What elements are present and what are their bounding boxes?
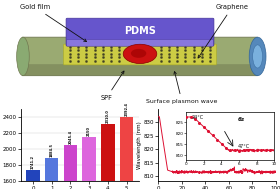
FancyBboxPatch shape <box>67 40 213 46</box>
Text: 47°C: 47°C <box>237 144 249 149</box>
Bar <box>64 145 77 189</box>
Bar <box>82 137 96 189</box>
Y-axis label: Wavelength (nm): Wavelength (nm) <box>137 121 142 169</box>
Text: 2392.4: 2392.4 <box>125 102 129 116</box>
FancyBboxPatch shape <box>66 18 214 46</box>
FancyBboxPatch shape <box>64 44 216 65</box>
Ellipse shape <box>17 37 29 76</box>
Ellipse shape <box>123 44 157 64</box>
Text: 2310.0: 2310.0 <box>106 109 110 123</box>
Text: 6s: 6s <box>237 117 244 122</box>
Text: 2045.4: 2045.4 <box>68 130 73 144</box>
Text: 1741.2: 1741.2 <box>31 155 35 169</box>
FancyBboxPatch shape <box>22 37 258 76</box>
Text: Surface plasmon wave: Surface plasmon wave <box>146 72 218 104</box>
Text: Gold film: Gold film <box>20 4 87 42</box>
Text: 24°C: 24°C <box>192 115 204 120</box>
Bar <box>45 158 59 189</box>
Text: SPF: SPF <box>101 71 124 101</box>
Bar <box>120 117 133 189</box>
Text: Graphene: Graphene <box>198 4 249 58</box>
Ellipse shape <box>249 37 266 76</box>
Text: 2150: 2150 <box>87 126 91 136</box>
Bar <box>101 124 115 189</box>
Y-axis label: RI sensitivity (nm/RIU): RI sensitivity (nm/RIU) <box>0 114 1 176</box>
Bar <box>26 170 40 189</box>
Text: PDMS: PDMS <box>124 26 156 36</box>
Text: 1884.5: 1884.5 <box>50 143 54 157</box>
FancyBboxPatch shape <box>22 64 258 76</box>
Ellipse shape <box>131 49 146 58</box>
Ellipse shape <box>253 45 262 68</box>
